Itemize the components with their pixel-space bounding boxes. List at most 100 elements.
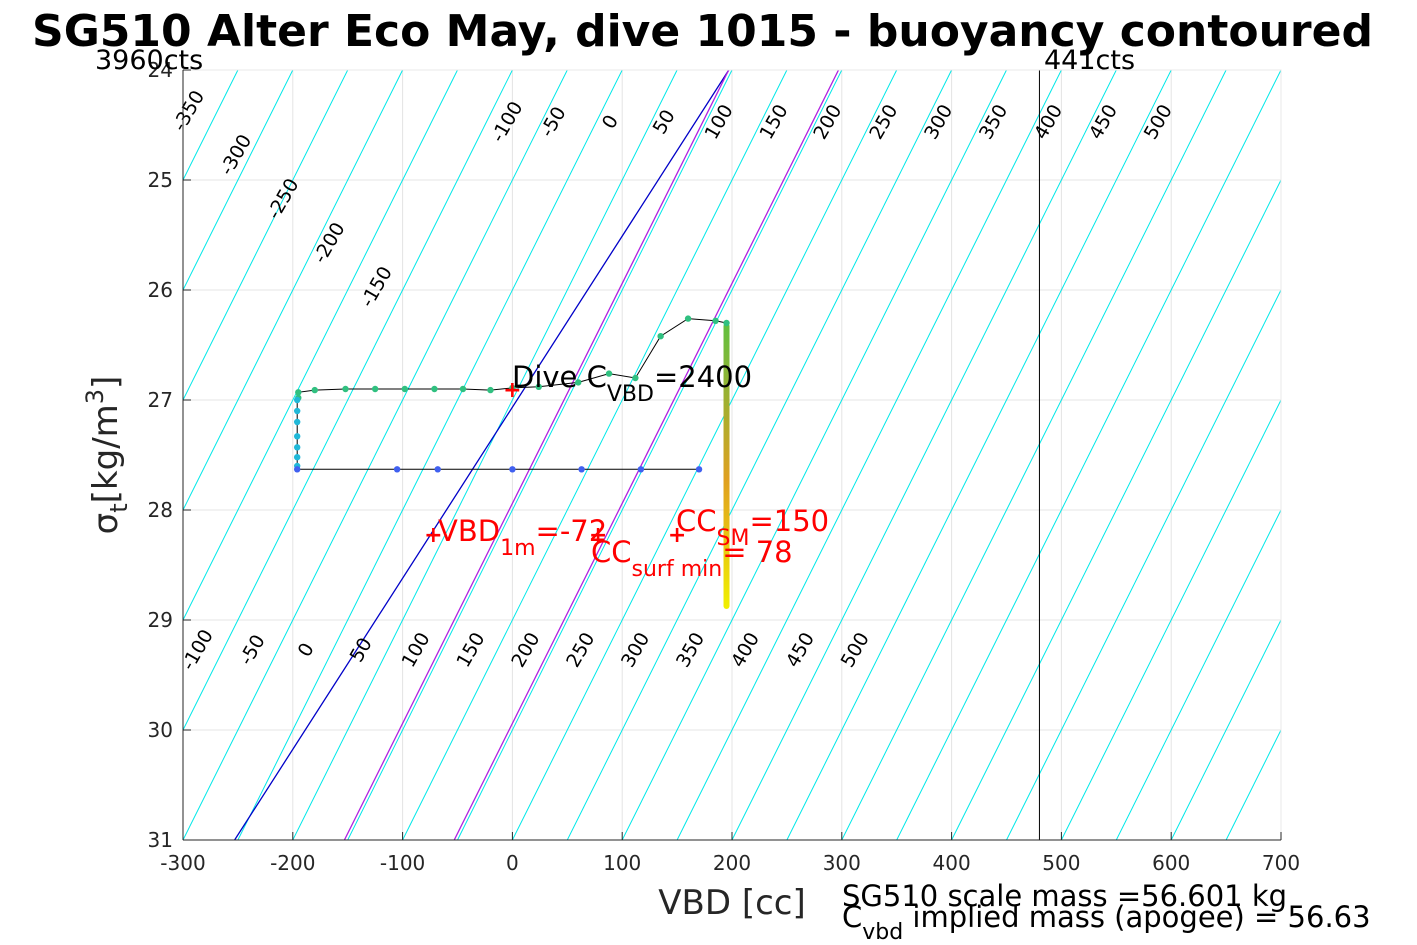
y-tick-label: 26 (148, 278, 173, 302)
dive-point (431, 385, 438, 393)
contour-line (951, 178, 1281, 840)
marker: + (424, 523, 442, 548)
y-tick-label: 27 (148, 388, 173, 412)
x-tick-label: -300 (160, 851, 205, 875)
bottom-point (293, 407, 301, 415)
x-tick-label: 300 (823, 851, 861, 875)
dive-point (575, 379, 582, 386)
dive-point (657, 333, 664, 340)
contour-line (1170, 618, 1281, 840)
contour-line (1115, 508, 1281, 840)
climb-point (293, 466, 301, 473)
contour-line (1280, 838, 1281, 840)
dive-point (712, 317, 719, 324)
x-tick-label: 0 (506, 851, 519, 875)
climb-point (637, 466, 645, 473)
surface-series (723, 323, 730, 609)
contour-line (1060, 398, 1281, 840)
contour-line (183, 70, 568, 840)
cc-surf-annotation: CCsurf min= 78 (591, 535, 793, 582)
x-tick-label: 400 (933, 851, 971, 875)
svg-text:σt[kg/m3]: σt[kg/m3] (81, 376, 133, 535)
dive-point (487, 386, 494, 394)
dive-point (459, 385, 467, 393)
dive-point (535, 383, 542, 390)
vbd-1m-annotation: VBD1m=-72 (438, 514, 607, 561)
dive-point (684, 315, 692, 322)
y-label-sup: 3 (81, 389, 109, 404)
x-axis-label: VBD [cc] (658, 883, 806, 923)
y-tick-label: 25 (148, 168, 173, 192)
contour-line (183, 70, 404, 512)
contour-line-special (453, 70, 840, 840)
contour-line (511, 70, 898, 840)
markers: + + + + (424, 378, 686, 548)
contour-line (183, 70, 458, 622)
y-tick-label: 29 (148, 608, 173, 632)
profile-line (296, 318, 727, 470)
x-tick-label: 700 (1262, 851, 1300, 875)
climb-point (578, 466, 585, 473)
y-tick-label: 24 (148, 58, 173, 82)
contour-line-special (343, 70, 730, 840)
y-tick-labels: 24 25 26 27 28 29 30 31 (148, 58, 191, 852)
y-tick-label: 28 (148, 498, 173, 522)
dive-point (605, 370, 613, 377)
y-tick-label: 31 (148, 828, 173, 852)
marker: + (668, 523, 686, 548)
dive-point (295, 389, 302, 396)
y-tick-label: 30 (148, 718, 173, 742)
contour-line (841, 70, 1227, 840)
top-right-label: 441cts (1044, 45, 1135, 76)
x-tick-label: 500 (1042, 851, 1080, 875)
x-tick-label: 200 (713, 851, 751, 875)
contour-line (457, 70, 843, 840)
x-tick-label: 100 (603, 851, 641, 875)
contour-line (1006, 288, 1281, 840)
dive-point (371, 385, 379, 393)
contour-line (621, 70, 1007, 840)
scale-mass-footer: SG510 scale mass =56.601 kg (842, 879, 1287, 913)
x-tick-label: -200 (270, 851, 315, 875)
dive-point (509, 384, 516, 392)
chart-title: SG510 Alter Eco May, dive 1015 - buoyanc… (32, 6, 1373, 57)
cc-sm-annotation: CCSM=150 (676, 504, 829, 551)
dive-point (723, 319, 730, 327)
dive-point (401, 385, 408, 393)
implied-mass-footer: Cvbd implied mass (apogee) = 56.63 (842, 900, 1371, 945)
contour-line (347, 70, 733, 840)
contour-line (731, 70, 1117, 840)
marker: + (589, 523, 607, 548)
contour-line (183, 70, 513, 732)
bottom-point (293, 433, 301, 440)
contour-line (402, 70, 788, 840)
climb-point (509, 466, 516, 473)
contour-line (183, 70, 294, 292)
y-label-close: ] (86, 376, 126, 389)
contour-line (896, 70, 1281, 840)
x-tick-label: -100 (380, 851, 425, 875)
climb-point (695, 466, 703, 473)
climb-point (393, 466, 401, 473)
dive-point (311, 386, 318, 394)
contour-line-special (234, 70, 730, 840)
y-label-units: [kg/m (86, 404, 126, 503)
data-series (293, 315, 730, 609)
top-left-label: 3960cts (95, 45, 203, 76)
climb-point (434, 466, 441, 473)
x-tick-labels: -300 -200 -100 0 100 200 300 400 500 600 700 (160, 832, 1300, 875)
contour-line (676, 70, 1062, 840)
dive-point (342, 385, 349, 393)
buoyancy-contours (183, 70, 1417, 840)
x-tick-label: 600 (1152, 851, 1190, 875)
bottom-point (293, 444, 301, 451)
contour-line (566, 70, 953, 840)
contour-line (183, 70, 349, 402)
y-label-sigma: σ (86, 513, 126, 535)
marker: + (503, 378, 521, 403)
bottom-point (293, 418, 301, 426)
contour-line (292, 70, 678, 840)
contour-line (1336, 70, 1417, 840)
contour-line (786, 70, 1172, 840)
